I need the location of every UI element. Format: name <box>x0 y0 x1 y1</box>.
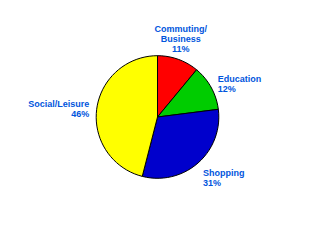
svg-text:Shopping31%: Shopping31% <box>203 168 245 188</box>
svg-text:Social/Leisure46%: Social/Leisure46% <box>28 99 89 119</box>
svg-text:Education12%: Education12% <box>218 74 262 94</box>
svg-text:Commuting/Business11%: Commuting/Business11% <box>155 24 208 55</box>
